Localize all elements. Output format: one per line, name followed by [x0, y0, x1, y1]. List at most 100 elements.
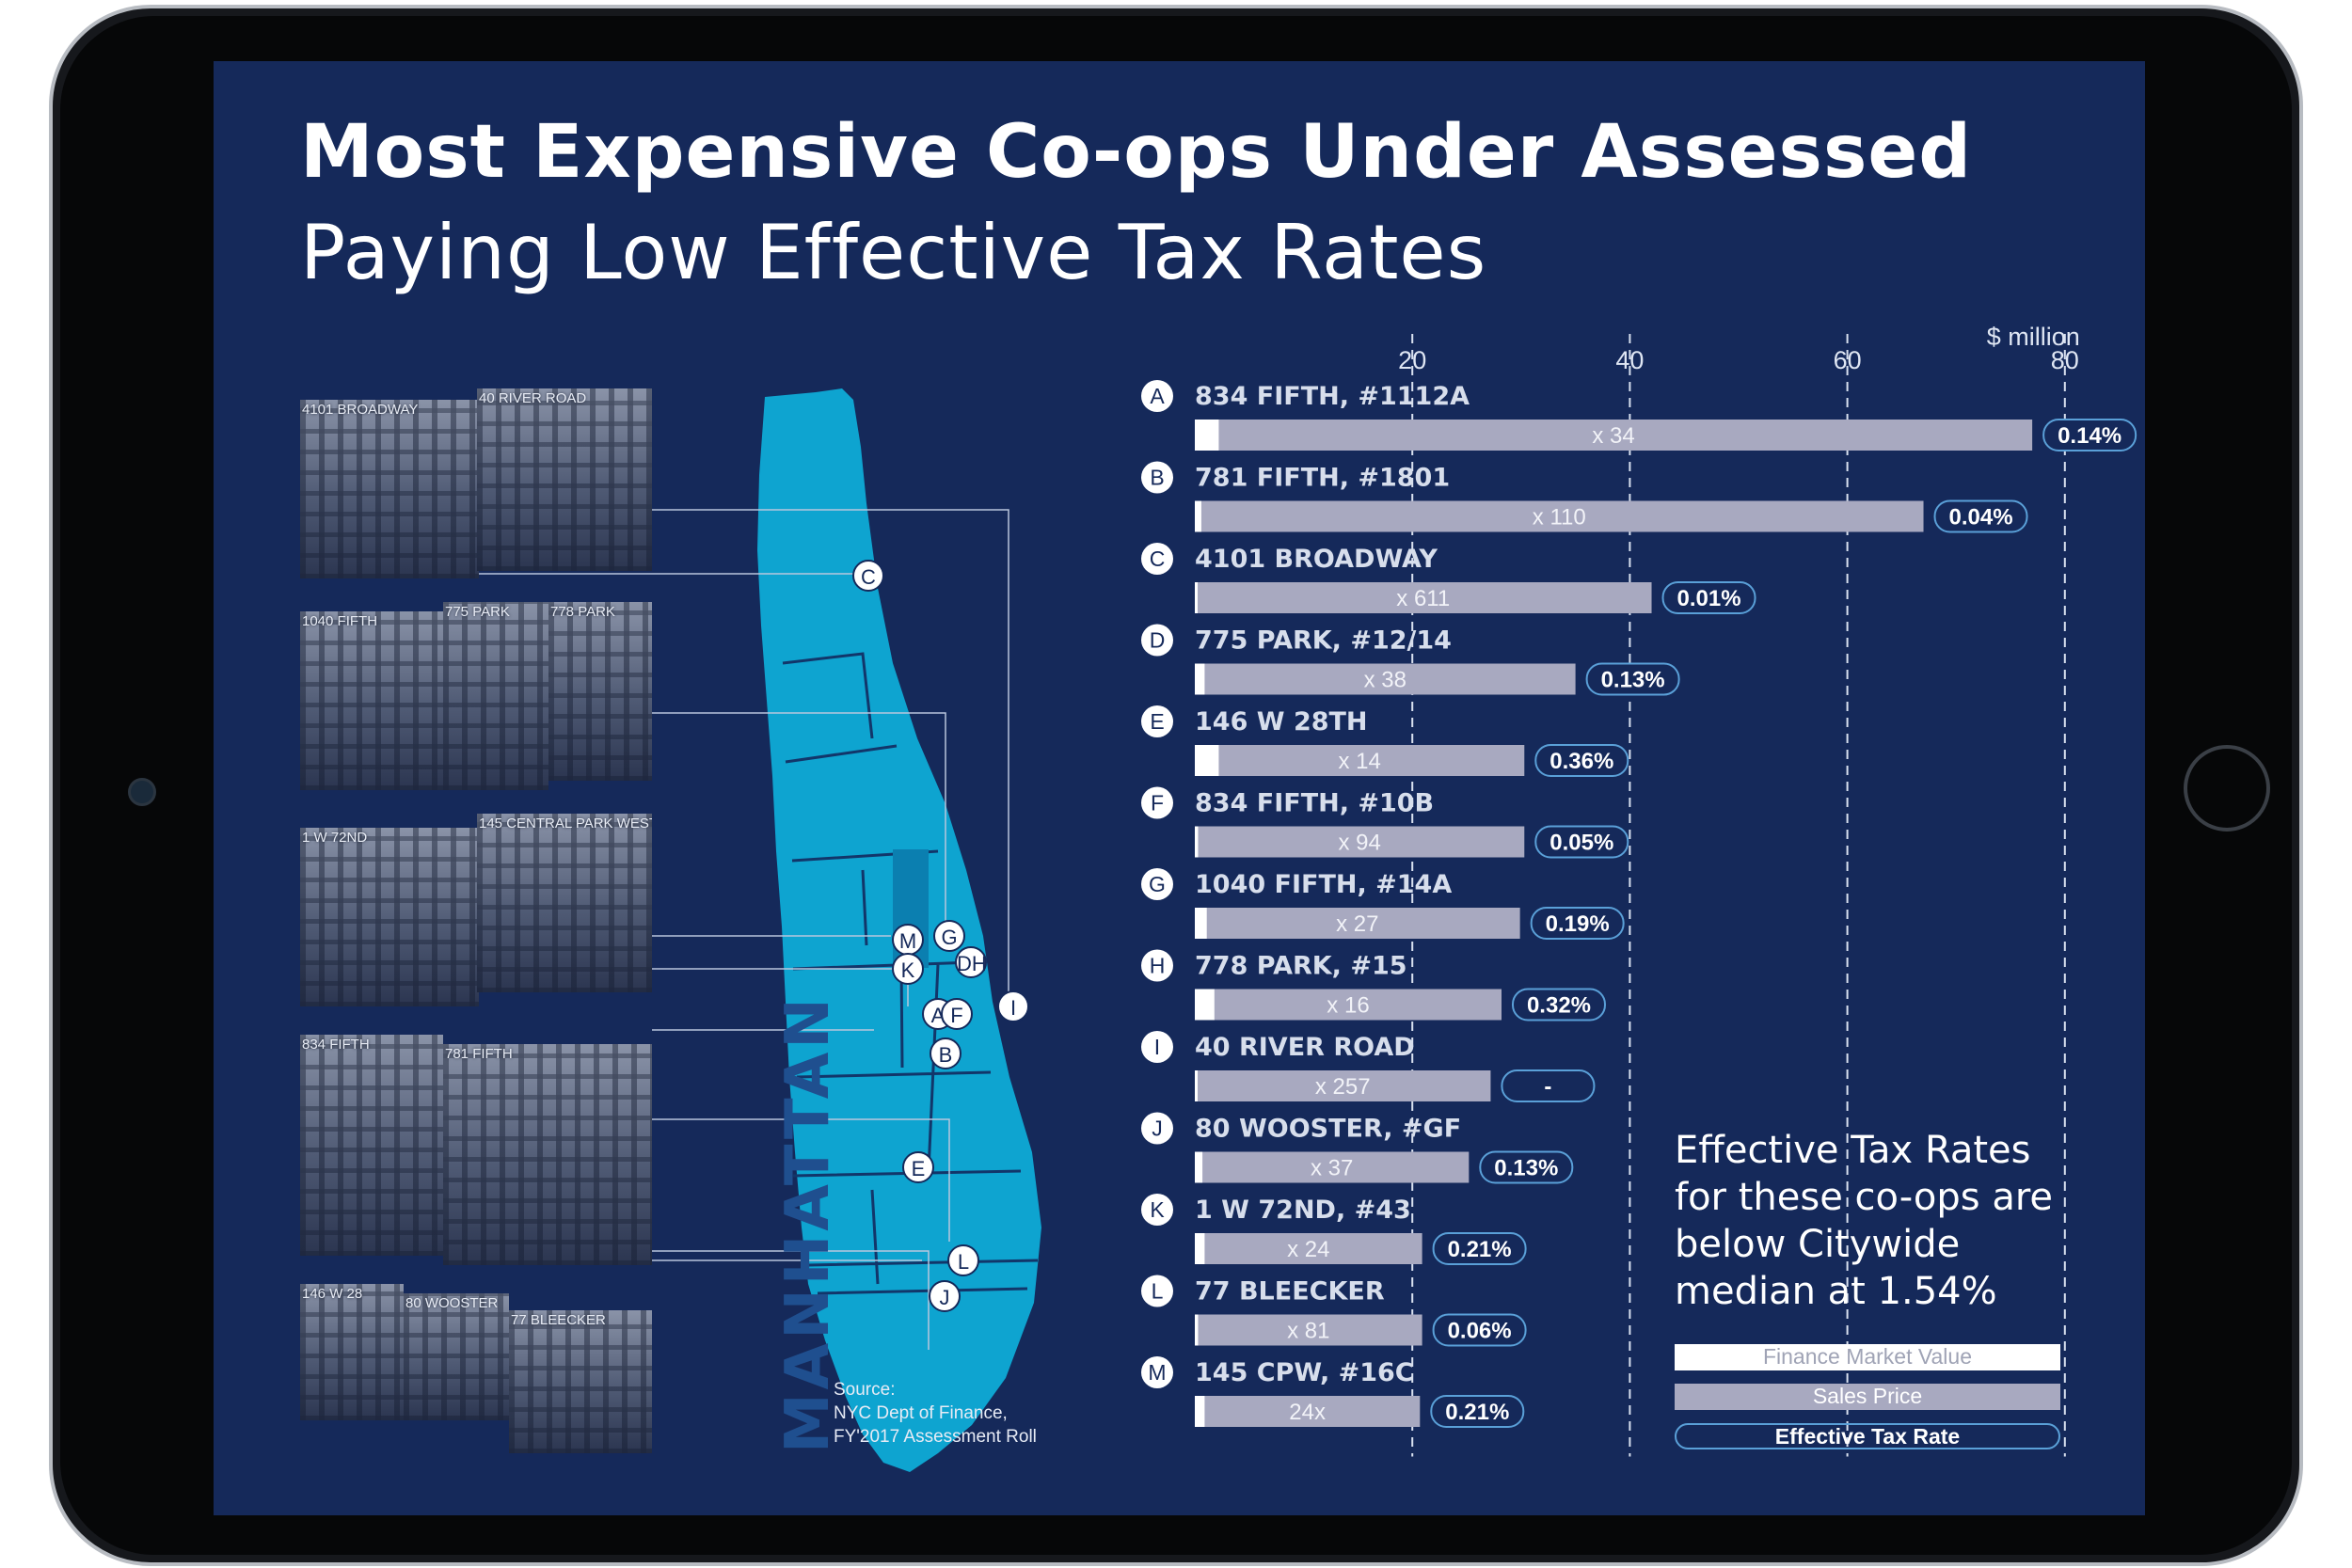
photo-caption: 1040 FIFTH — [302, 613, 378, 629]
photo-caption: 834 FIFTH — [302, 1037, 370, 1053]
row-name: 77 BLEECKER — [1195, 1277, 1385, 1307]
multiple-label: x 24 — [1287, 1237, 1329, 1262]
market-value-bar — [1195, 1070, 1198, 1101]
row-letter-badge — [1141, 1275, 1173, 1307]
photo-caption: 775 PARK — [445, 604, 510, 620]
sales-bar — [1195, 1070, 1491, 1101]
tick-label: 20 — [1398, 346, 1426, 374]
photo-4101-broadway: 4101 BROADWAY — [300, 400, 479, 578]
tick-label: 40 — [1615, 346, 1644, 374]
rate-pill — [1661, 581, 1756, 614]
map-marker-b[interactable]: B — [930, 1037, 961, 1069]
row-letter-badge — [1141, 1112, 1173, 1145]
market-value-bar — [1195, 826, 1199, 858]
photo-caption: 80 WOOSTER — [405, 1295, 499, 1311]
multiple-label: x 34 — [1592, 423, 1634, 449]
market-value-bar — [1195, 1396, 1205, 1427]
row-letter-badge — [1141, 786, 1173, 819]
photo-146-w-28: 146 W 28 — [300, 1284, 404, 1420]
photo-caption: 77 BLEECKER — [511, 1312, 606, 1328]
photo-77-bleecker: 77 BLEECKER — [509, 1310, 652, 1453]
row-name: 1 W 72ND, #43 — [1195, 1196, 1411, 1225]
photo-145-central-park-west: 145 CENTRAL PARK WEST — [477, 814, 652, 992]
row-letter: J — [1152, 1117, 1163, 1141]
map-marker-dh[interactable]: DH — [955, 946, 987, 978]
multiple-label: 24x — [1289, 1400, 1326, 1425]
photo-778-park: 778 PARK — [548, 602, 652, 781]
row-letter: C — [1150, 546, 1166, 571]
row-name: 146 W 28TH — [1195, 707, 1368, 736]
row-letter-badge — [1141, 1031, 1173, 1063]
tick-label: 60 — [1834, 346, 1862, 374]
multiple-label: x 38 — [1364, 668, 1406, 693]
photo-caption: 4101 BROADWAY — [302, 402, 419, 418]
row-letter-badge — [1141, 624, 1173, 657]
rate-label: 0.06% — [1448, 1319, 1512, 1344]
multiple-label: x 611 — [1396, 586, 1450, 611]
multiple-label: x 14 — [1338, 749, 1380, 774]
map-marker-l[interactable]: L — [947, 1244, 979, 1276]
row-letter-badge — [1141, 705, 1173, 737]
row-letter: B — [1150, 466, 1164, 490]
sales-bar — [1195, 1396, 1421, 1427]
multiple-label: x 110 — [1533, 505, 1586, 531]
market-value-bar — [1195, 1314, 1199, 1346]
rate-label: 0.21% — [1448, 1237, 1512, 1262]
rate-label: 0.21% — [1445, 1400, 1509, 1425]
row-name: 80 WOOSTER, #GF — [1195, 1115, 1461, 1144]
map-marker-e[interactable]: E — [902, 1151, 934, 1183]
market-value-bar — [1195, 1151, 1203, 1183]
map-marker-i[interactable]: I — [997, 990, 1029, 1022]
map-marker-k[interactable]: K — [892, 953, 924, 985]
market-value-bar — [1195, 989, 1215, 1021]
row-letter-badge — [1141, 1356, 1173, 1388]
map-marker-m[interactable]: M — [892, 924, 924, 956]
bar-chart: 20 40 60 80$ million A 834 FIFTH, #1112A x 34 0… — [1141, 323, 2137, 1457]
row-letter-badge — [1141, 461, 1173, 494]
row-name: 834 FIFTH, #10B — [1195, 789, 1434, 818]
market-value-bar — [1195, 500, 1201, 532]
market-value-bar — [1195, 420, 1219, 451]
row-letter: H — [1150, 954, 1166, 978]
legend-market-value: Finance Market Value — [1675, 1344, 2060, 1370]
row-letter-badge — [1141, 380, 1173, 412]
photo-caption: 40 RIVER ROAD — [479, 390, 587, 406]
map-marker-j[interactable]: J — [929, 1280, 961, 1312]
multiple-label: x 37 — [1311, 1156, 1353, 1181]
multiple-label: x 27 — [1336, 911, 1378, 937]
sales-bar — [1195, 908, 1520, 939]
legend-effective-tax-rate: Effective Tax Rate — [1675, 1423, 2060, 1449]
rate-label: 0.19% — [1546, 911, 1610, 937]
rate-label: 0.05% — [1549, 831, 1613, 856]
axis-unit: $ million — [1987, 323, 2080, 351]
photo-caption: 145 CENTRAL PARK WEST — [479, 816, 652, 832]
photo-40-river-road: 40 RIVER ROAD — [477, 388, 652, 571]
home-button[interactable] — [2184, 745, 2270, 832]
tick-label: 80 — [2051, 346, 2079, 374]
photo-781-fifth: 781 FIFTH — [443, 1044, 652, 1265]
market-value-bar — [1195, 745, 1219, 776]
row-letter: D — [1150, 628, 1166, 653]
map-marker-g[interactable]: G — [933, 920, 965, 952]
row-letter: G — [1149, 872, 1166, 896]
photo-834-fifth: 834 FIFTH — [300, 1035, 443, 1256]
rate-label: 0.13% — [1494, 1156, 1558, 1181]
legend-sales-price: Sales Price — [1675, 1384, 2060, 1410]
row-letter: F — [1151, 791, 1164, 816]
sales-bar — [1195, 420, 2033, 451]
rate-pill — [1933, 499, 2028, 533]
row-letter-badge — [1141, 543, 1173, 575]
map-marker-c[interactable]: C — [852, 560, 884, 592]
row-name: 781 FIFTH, #1801 — [1195, 464, 1450, 493]
legend-note: Effective Tax Rates for these co-ops are… — [1675, 1129, 2054, 1313]
sales-bar — [1195, 1151, 1470, 1183]
map-marker-f[interactable]: F — [941, 998, 973, 1030]
sales-bar — [1195, 500, 1924, 532]
row-name: 775 PARK, #12/14 — [1195, 626, 1452, 656]
source-line-2: NYC Dept of Finance, — [834, 1403, 1008, 1423]
sales-bar — [1195, 1233, 1422, 1264]
rate-pill — [1511, 988, 1606, 1022]
market-value-bar — [1195, 908, 1207, 939]
row-letter: L — [1152, 1279, 1164, 1304]
rate-pill — [1432, 1313, 1527, 1347]
